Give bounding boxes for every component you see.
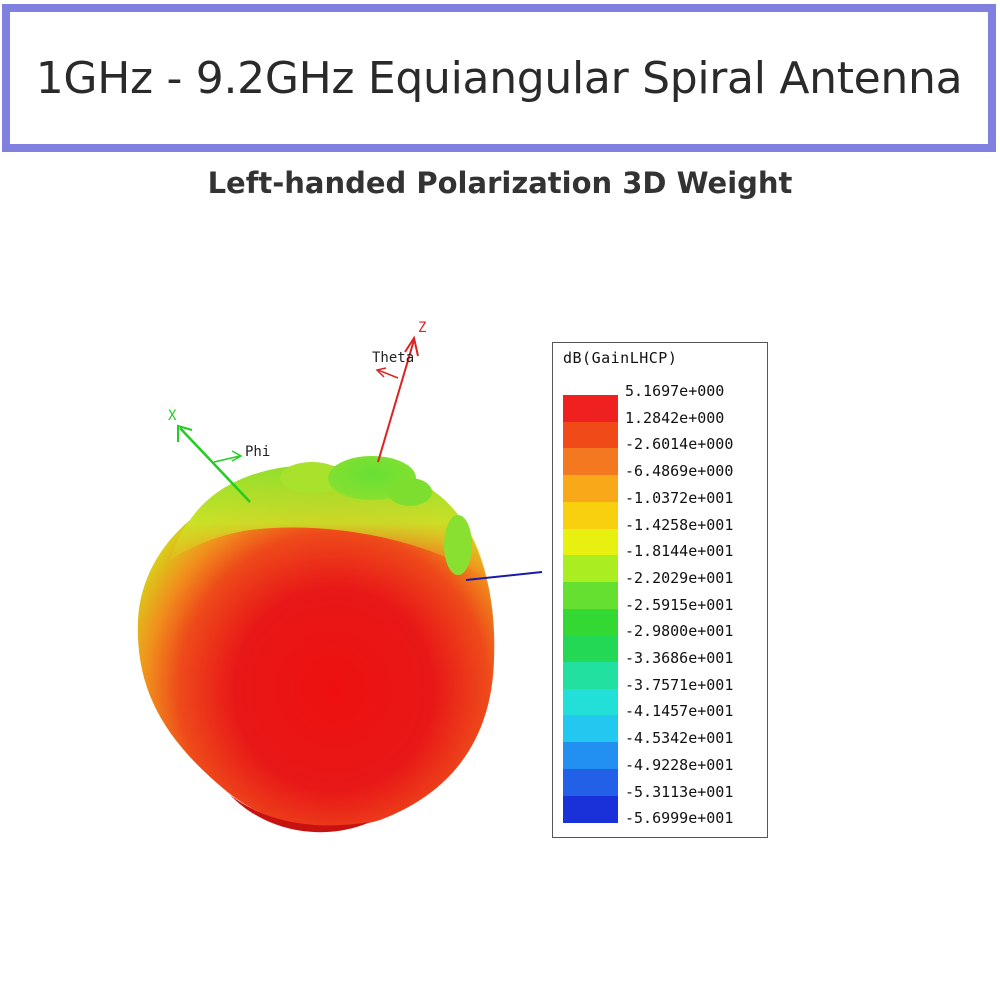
legend-label: -4.5342e+001 bbox=[625, 729, 734, 748]
legend-swatch bbox=[563, 421, 618, 449]
legend-row: -2.5915e+001 bbox=[563, 596, 763, 636]
legend-row: -6.4869e+000 bbox=[563, 462, 763, 503]
legend-label: -5.6999e+001 bbox=[625, 809, 734, 827]
phi-label: Phi bbox=[245, 444, 270, 460]
legend-label: -2.2029e+001 bbox=[625, 568, 734, 587]
legend-swatch bbox=[563, 768, 618, 796]
legend-swatch bbox=[563, 715, 618, 743]
legend-label: -2.5915e+001 bbox=[625, 595, 734, 614]
page-subtitle: Left-handed Polarization 3D Weight bbox=[207, 166, 793, 200]
z-axis-label: Z bbox=[418, 320, 426, 336]
legend-row: -2.6014e+000 bbox=[563, 435, 763, 476]
legend-swatch bbox=[563, 475, 618, 503]
legend-swatch bbox=[563, 742, 618, 770]
legend-swatch bbox=[563, 501, 618, 529]
legend-row: -1.4258e+001 bbox=[563, 516, 763, 556]
legend-row: -4.9228e+001 bbox=[563, 756, 763, 796]
page-title: 1GHz - 9.2GHz Equiangular Spiral Antenna bbox=[35, 52, 963, 104]
lobe-bottom-shadow bbox=[230, 795, 370, 833]
legend-row: -4.1457e+001 bbox=[563, 702, 763, 743]
legend-row: -5.3113e+001 bbox=[563, 783, 763, 823]
legend-label: -2.6014e+000 bbox=[625, 435, 734, 454]
lobe-top-bump-right bbox=[388, 478, 432, 506]
legend-label: 1.2842e+000 bbox=[625, 408, 725, 427]
legend-row: -2.9800e+001 bbox=[563, 622, 763, 663]
legend-label: -4.1457e+001 bbox=[625, 702, 734, 721]
theta-arrow: Theta bbox=[372, 350, 414, 379]
legend-swatch bbox=[563, 662, 618, 690]
lobe-side-bump bbox=[444, 515, 472, 575]
legend-row: -3.7571e+001 bbox=[563, 676, 763, 716]
title-box: 1GHz - 9.2GHz Equiangular Spiral Antenna bbox=[2, 4, 996, 152]
legend-row: 5.1697e+000 bbox=[563, 382, 763, 423]
legend-swatch bbox=[563, 395, 618, 423]
radiation-lobe bbox=[137, 456, 495, 833]
legend-label: -1.0372e+001 bbox=[625, 488, 734, 507]
legend-swatch bbox=[563, 688, 618, 716]
legend-row: -2.2029e+001 bbox=[563, 569, 763, 610]
legend-label: 5.1697e+000 bbox=[625, 382, 725, 400]
legend-label: -4.9228e+001 bbox=[625, 755, 734, 774]
x-axis-label: X bbox=[168, 408, 177, 424]
legend-swatch bbox=[563, 795, 618, 823]
legend-label: -3.3686e+001 bbox=[625, 649, 734, 667]
legend-row: 1.2842e+000 bbox=[563, 409, 763, 449]
legend-label: -1.8144e+001 bbox=[625, 542, 734, 561]
x-axis: X bbox=[168, 408, 251, 503]
theta-label: Theta bbox=[372, 350, 414, 366]
legend-label: -2.9800e+001 bbox=[625, 622, 734, 641]
legend-row: -4.5342e+001 bbox=[563, 729, 763, 770]
legend-label: -5.3113e+001 bbox=[625, 782, 734, 801]
color-legend: dB(GainLHCP) 5.1697e+000 1.2842e+000 -2.60… bbox=[552, 342, 768, 838]
legend-swatch bbox=[563, 555, 618, 583]
legend-title: dB(GainLHCP) bbox=[563, 349, 678, 367]
legend-swatch bbox=[563, 608, 618, 636]
legend-label: -6.4869e+000 bbox=[625, 462, 734, 481]
legend-row: -3.3686e+001 bbox=[563, 649, 763, 690]
lobe-top-bump-left bbox=[280, 462, 344, 494]
legend-label: -3.7571e+001 bbox=[625, 675, 734, 694]
legend-swatch bbox=[563, 448, 618, 476]
legend-label: -1.4258e+001 bbox=[625, 515, 734, 534]
legend-swatch bbox=[563, 581, 618, 610]
legend-swatch bbox=[563, 635, 618, 663]
lobe-body bbox=[137, 465, 495, 828]
y-axis bbox=[465, 571, 543, 581]
legend-swatch bbox=[563, 528, 618, 556]
legend-row: -1.8144e+001 bbox=[563, 542, 763, 583]
legend-row: -1.0372e+001 bbox=[563, 489, 763, 529]
phi-arrow: Phi bbox=[213, 444, 270, 463]
z-axis: Z bbox=[377, 320, 426, 463]
